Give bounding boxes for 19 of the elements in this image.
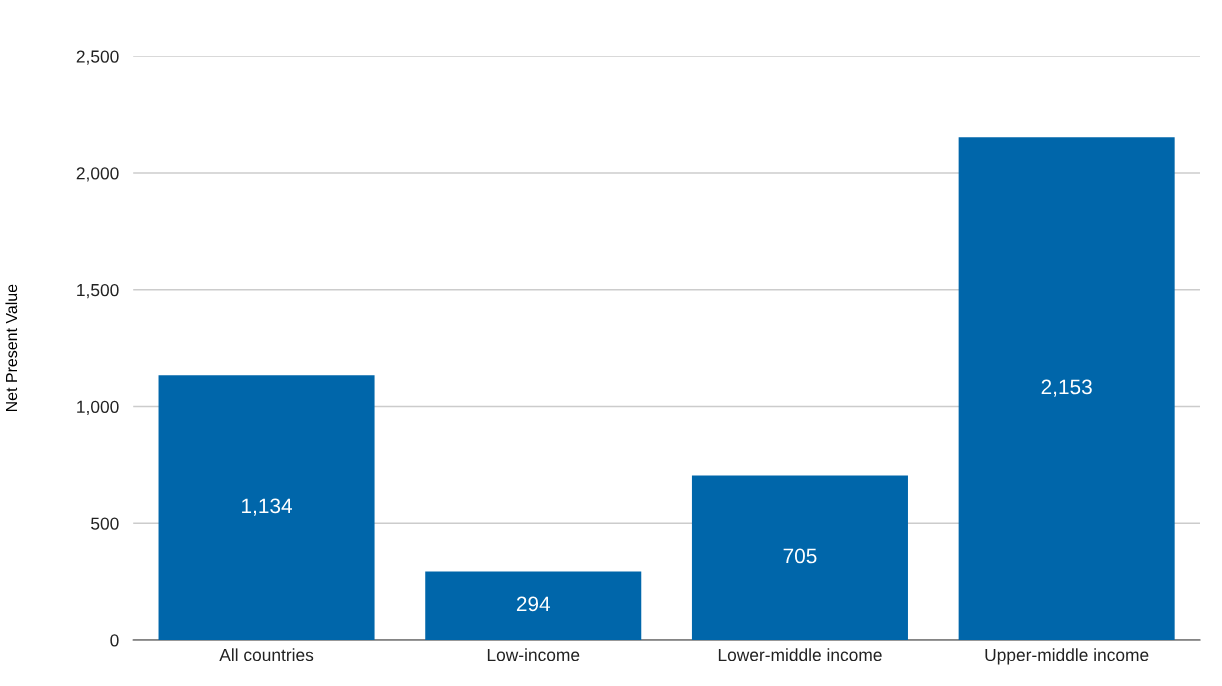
- x-tick-label: Low-income: [487, 648, 580, 662]
- y-tick-label: 1,500: [77, 283, 119, 299]
- y-axis-title: Net Present Value: [5, 284, 18, 412]
- data-label: 294: [516, 596, 551, 612]
- bar: [958, 137, 1175, 641]
- x-tick-label: All countries: [219, 648, 314, 662]
- bar: [158, 375, 375, 641]
- data-label: 2,153: [1041, 379, 1092, 397]
- bar: [691, 475, 908, 641]
- y-tick-label: 1,000: [77, 400, 119, 416]
- y-tick-label: 500: [91, 517, 119, 530]
- y-tick-label: 2,000: [76, 167, 119, 182]
- y-tick-label: 0: [110, 634, 119, 647]
- y-tick-label: 2,500: [76, 50, 119, 65]
- x-tick-label: Lower-middle income: [718, 648, 882, 662]
- bar: [425, 571, 642, 641]
- data-label: 1,134: [242, 498, 293, 516]
- x-tick-label: Upper-middle income: [985, 648, 1149, 665]
- data-label: 705: [783, 548, 817, 564]
